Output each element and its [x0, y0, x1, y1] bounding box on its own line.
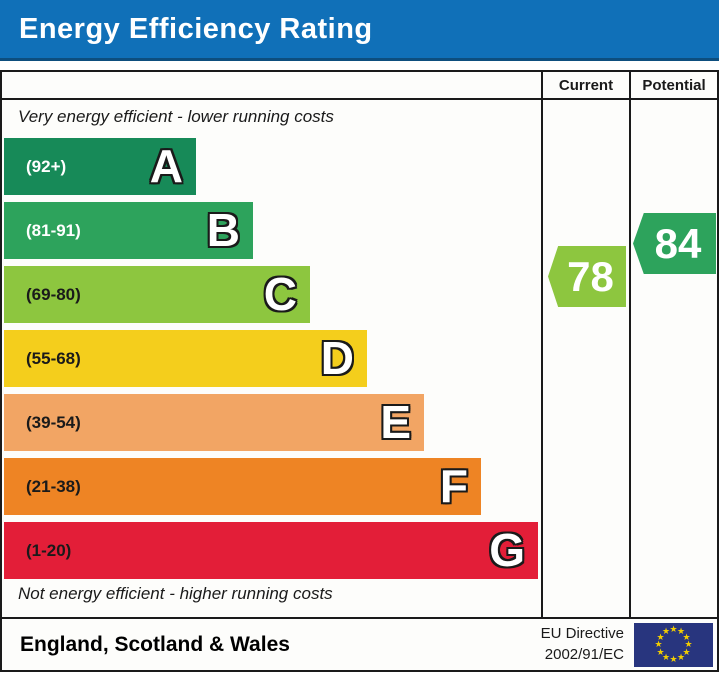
eu-directive-label: EU Directive 2002/91/EC	[541, 624, 624, 665]
chart-column-header-spacer	[2, 72, 541, 98]
band-row-b: (81-91) B	[4, 202, 538, 259]
eu-flag-star: ★	[656, 631, 665, 642]
band-range-label: (1-20)	[26, 540, 72, 560]
current-rating-marker: 78	[548, 246, 626, 307]
bottom-note: Not energy efficient - higher running co…	[18, 584, 333, 603]
table-body: Very energy efficient - lower running co…	[2, 100, 717, 617]
band-bar-a: (92+) A	[4, 138, 196, 195]
band-bar-c: (69-80) C	[4, 266, 310, 323]
band-bar-e: (39-54) E	[4, 394, 424, 451]
region-label: England, Scotland & Wales	[20, 632, 290, 656]
potential-column-header: Potential	[629, 72, 717, 98]
eu-flag-star: ★	[669, 654, 678, 664]
top-note: Very energy efficient - lower running co…	[18, 107, 334, 126]
page-title: Energy Efficiency Rating	[19, 12, 373, 45]
band-letter: B	[206, 204, 240, 256]
band-bar-d: (55-68) D	[4, 330, 367, 387]
band-range-label: (92+)	[26, 156, 67, 176]
band-row-d: (55-68) D	[4, 330, 538, 387]
band-letter: E	[380, 396, 411, 448]
current-column-header: Current	[541, 72, 629, 98]
eu-directive-line2: 2002/91/EC	[544, 645, 624, 663]
table-header-row: Current Potential	[2, 72, 717, 100]
eu-flag-star: ★	[682, 646, 691, 657]
eu-flag-star: ★	[661, 651, 671, 662]
band-bar-f: (21-38) F	[4, 458, 481, 515]
band-row-a: (92+) A	[4, 138, 538, 195]
eu-flag-icon: ★ ★ ★ ★ ★ ★ ★ ★ ★ ★ ★ ★	[634, 622, 713, 667]
eu-flag-star: ★	[661, 626, 671, 636]
band-row-e: (39-54) E	[4, 394, 538, 451]
band-row-f: (21-38) F	[4, 458, 538, 515]
table-footer: England, Scotland & Wales EU Directive 2…	[2, 617, 717, 670]
rating-bands: (92+) A (81-91) B (69-80) C (55-68) D (39-54) E (2…	[4, 138, 538, 586]
band-bar-b: (81-91) B	[4, 202, 253, 259]
eu-flag-star: ★	[676, 651, 686, 662]
band-range-label: (55-68)	[26, 348, 81, 368]
band-range-label: (39-54)	[26, 412, 81, 432]
current-rating-value: 78	[567, 252, 614, 300]
eu-flag-star: ★	[684, 639, 693, 649]
band-bar-g: (1-20) G	[4, 522, 538, 579]
eu-directive-line1: EU Directive	[540, 625, 624, 643]
band-letter: G	[489, 524, 525, 576]
bands-area: Very energy efficient - lower running co…	[2, 100, 541, 617]
eu-flag-star: ★	[656, 646, 665, 657]
band-letter: D	[320, 332, 354, 384]
band-letter: C	[263, 268, 297, 320]
potential-rating-marker: 84	[633, 213, 716, 274]
current-column: 78	[541, 100, 629, 617]
band-letter: A	[149, 140, 183, 192]
eu-flag-star: ★	[682, 631, 691, 642]
eu-flag-star: ★	[676, 626, 686, 636]
band-range-label: (81-91)	[26, 220, 81, 240]
band-letter: F	[439, 460, 468, 512]
rating-table: Current Potential Very energy efficient …	[0, 70, 719, 672]
band-row-c: (69-80) C	[4, 266, 538, 323]
eu-flag-star: ★	[669, 624, 678, 634]
band-range-label: (69-80)	[26, 284, 81, 304]
potential-rating-value: 84	[654, 219, 702, 267]
eu-flag-star: ★	[654, 639, 663, 649]
band-row-g: (1-20) G	[4, 522, 538, 579]
band-range-label: (21-38)	[26, 476, 81, 496]
potential-column: 84	[629, 100, 717, 617]
title-bar: Energy Efficiency Rating	[0, 0, 719, 61]
